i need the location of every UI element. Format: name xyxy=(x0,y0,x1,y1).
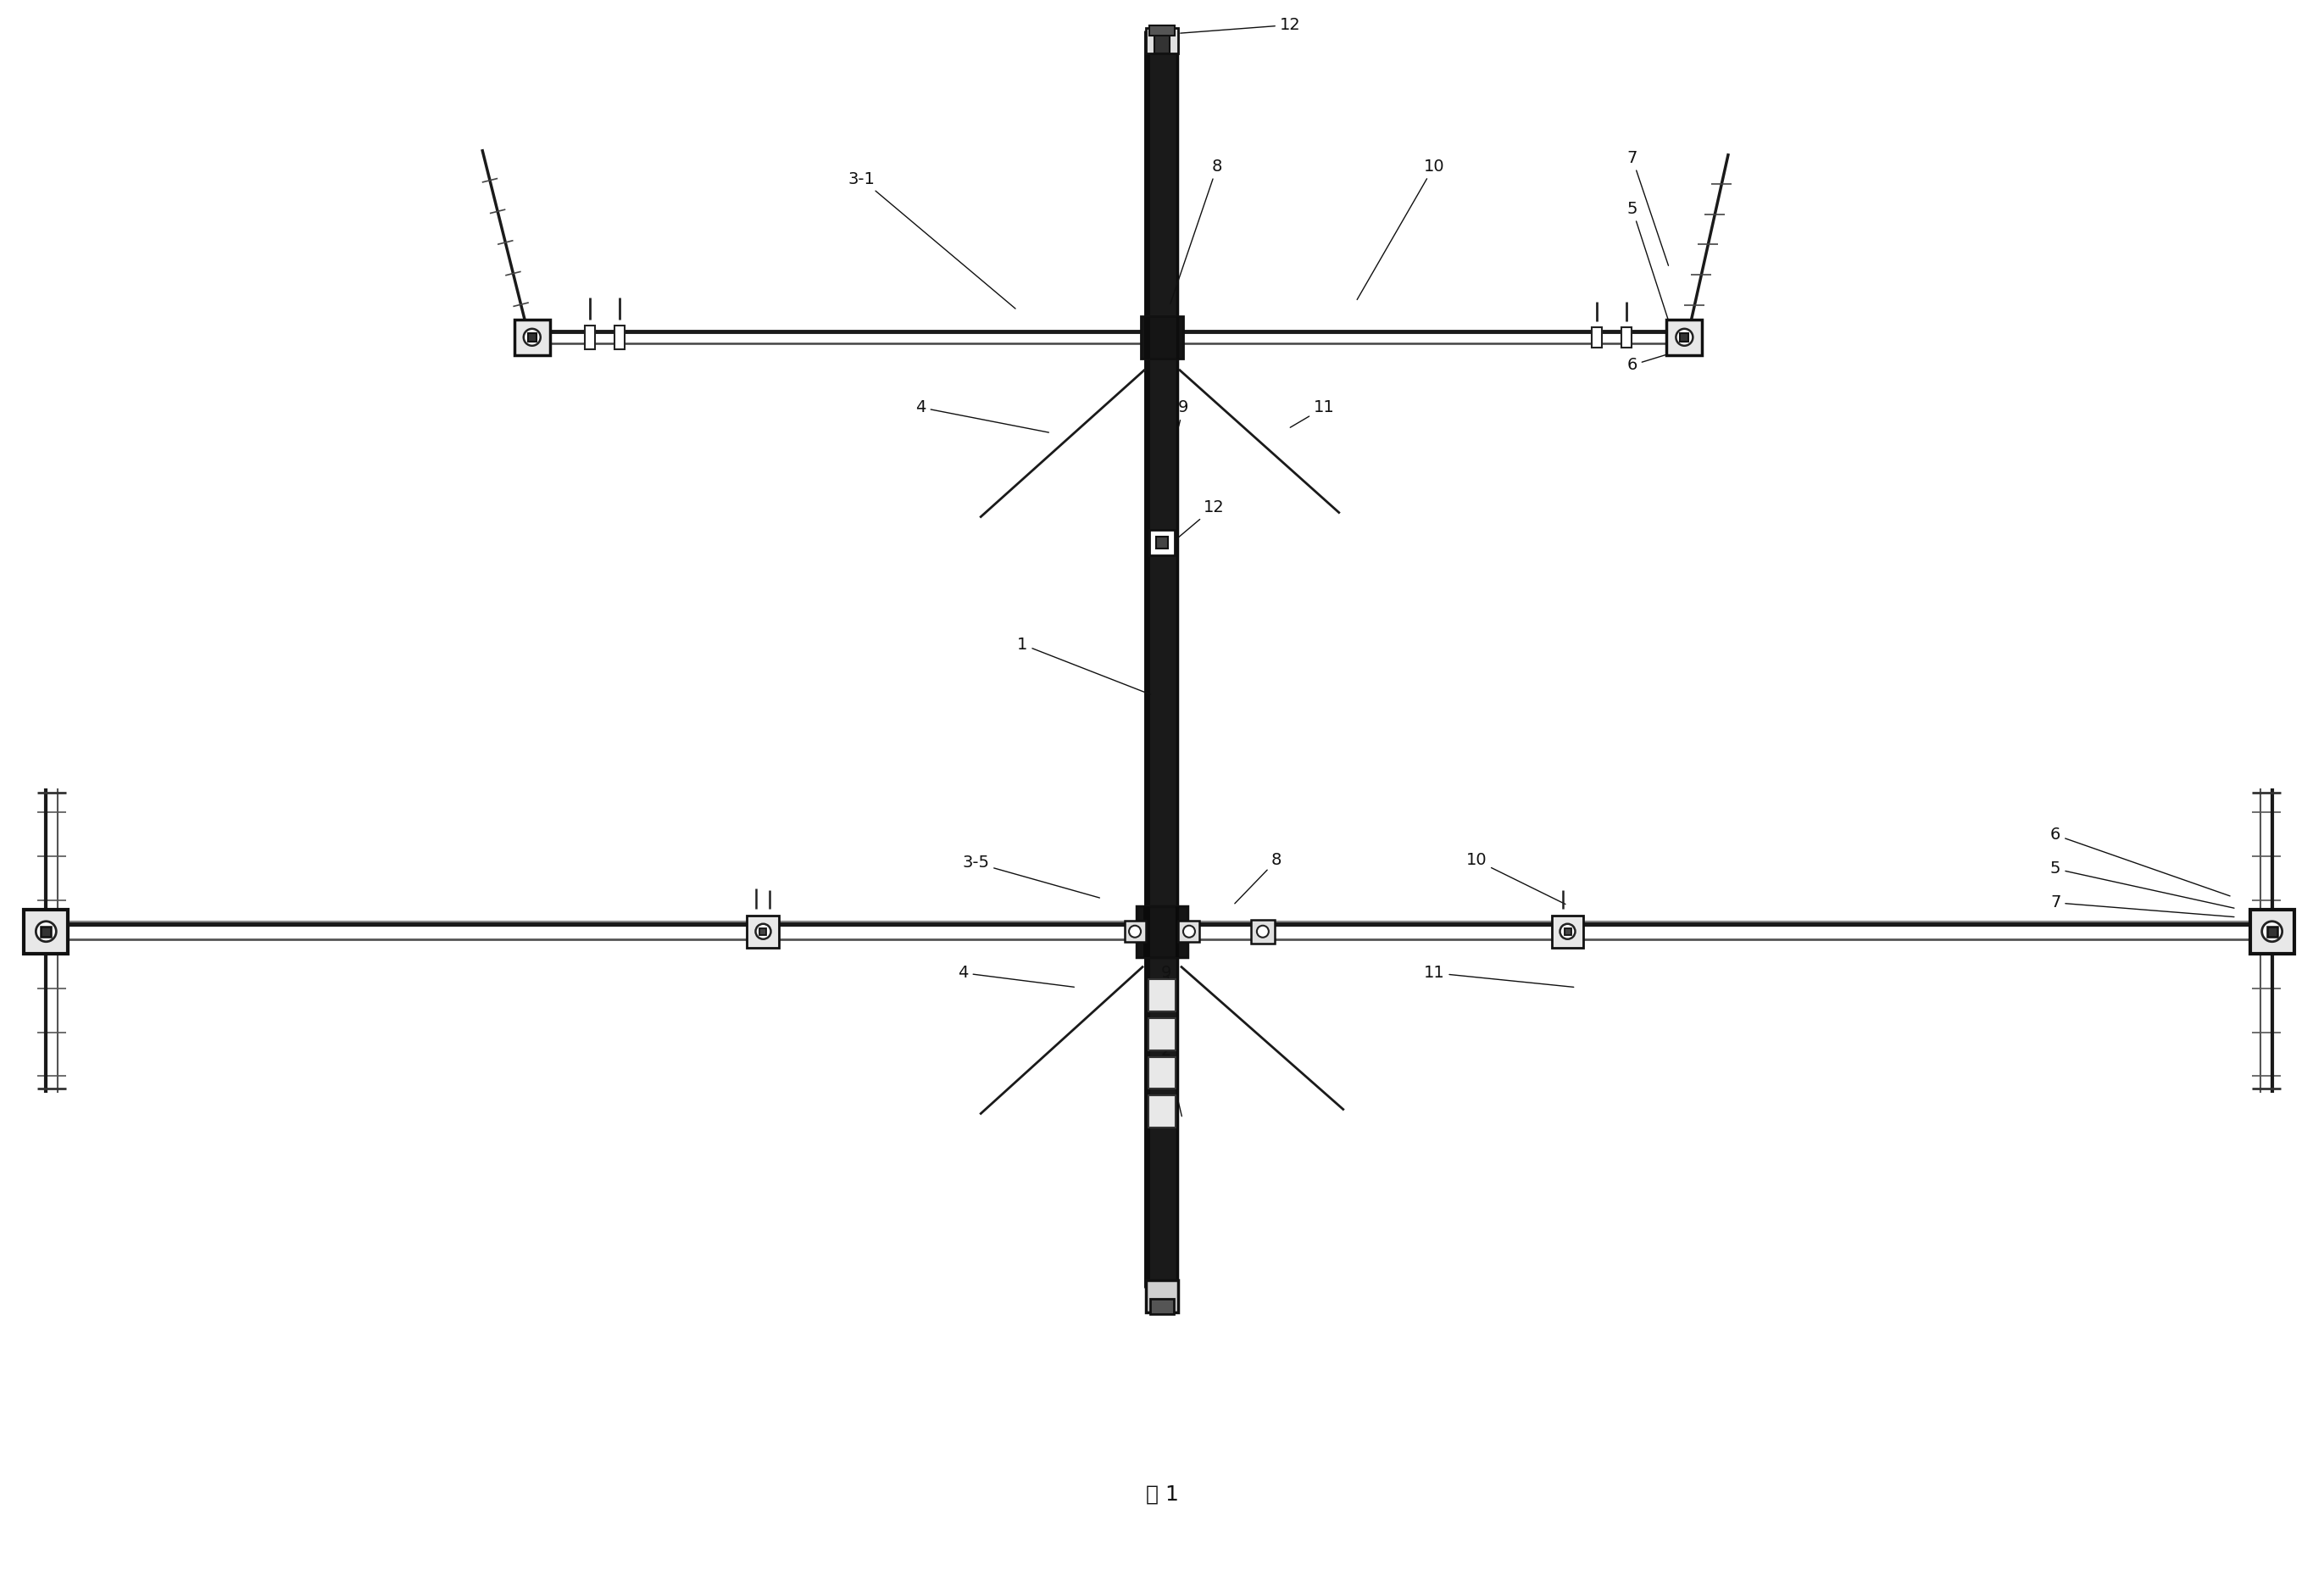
Text: 2: 2 xyxy=(1162,1043,1183,1116)
Text: 3-1: 3-1 xyxy=(848,170,1016,309)
Ellipse shape xyxy=(1676,329,1692,345)
Bar xyxy=(1141,317,1183,358)
Text: 图 1: 图 1 xyxy=(1146,1485,1178,1505)
Bar xyxy=(614,325,625,350)
Bar xyxy=(1148,1095,1176,1128)
Bar xyxy=(1150,1299,1174,1314)
Text: 6: 6 xyxy=(2050,827,2231,897)
Bar xyxy=(586,325,595,350)
Bar xyxy=(746,916,779,947)
Ellipse shape xyxy=(1129,925,1141,938)
Bar xyxy=(528,333,537,342)
Text: 1: 1 xyxy=(1018,637,1150,695)
Bar xyxy=(1564,928,1571,935)
Text: 8: 8 xyxy=(1171,158,1222,304)
Text: 9: 9 xyxy=(1178,399,1188,427)
Bar xyxy=(1680,333,1690,342)
Bar xyxy=(1146,1280,1178,1313)
Bar xyxy=(514,320,551,355)
Ellipse shape xyxy=(35,922,56,941)
Bar xyxy=(1125,920,1146,942)
Bar xyxy=(2250,909,2294,953)
Bar xyxy=(1178,920,1199,942)
Bar xyxy=(42,927,51,936)
Bar xyxy=(1150,25,1174,36)
Text: 7: 7 xyxy=(1627,150,1669,266)
Text: 5: 5 xyxy=(1627,200,1669,320)
Bar xyxy=(1155,537,1169,548)
Bar xyxy=(1250,920,1274,944)
Text: 3-5: 3-5 xyxy=(962,854,1099,898)
Text: 7: 7 xyxy=(2050,895,2233,917)
Text: 11: 11 xyxy=(1290,399,1334,427)
Bar xyxy=(1155,28,1169,54)
Bar xyxy=(1552,916,1583,947)
Ellipse shape xyxy=(1257,925,1269,938)
Text: 10: 10 xyxy=(1357,158,1446,299)
Bar xyxy=(1136,906,1188,957)
Ellipse shape xyxy=(523,329,541,345)
Ellipse shape xyxy=(1183,925,1195,938)
Text: 9: 9 xyxy=(1162,965,1171,980)
Ellipse shape xyxy=(755,924,772,939)
Text: 12: 12 xyxy=(1181,17,1301,33)
Text: 6: 6 xyxy=(1627,353,1671,374)
Text: 4: 4 xyxy=(916,399,1048,432)
Bar xyxy=(1592,328,1601,347)
Text: 11: 11 xyxy=(1425,965,1573,987)
Ellipse shape xyxy=(1559,924,1576,939)
Bar xyxy=(1150,530,1174,556)
Text: 10: 10 xyxy=(1466,853,1566,905)
Ellipse shape xyxy=(2261,922,2282,941)
Bar xyxy=(760,928,767,935)
Bar xyxy=(1148,1057,1176,1089)
Text: 12: 12 xyxy=(1176,500,1225,539)
Bar xyxy=(1146,28,1178,54)
Bar xyxy=(1148,979,1176,1012)
Bar xyxy=(1622,328,1631,347)
Bar xyxy=(1148,1018,1176,1050)
Text: 5: 5 xyxy=(2050,860,2233,908)
Bar xyxy=(1146,32,1178,1288)
Bar xyxy=(23,909,67,953)
Bar xyxy=(1666,320,1701,355)
Text: 4: 4 xyxy=(957,965,1074,987)
Text: 8: 8 xyxy=(1234,853,1283,903)
Bar xyxy=(2266,927,2278,936)
